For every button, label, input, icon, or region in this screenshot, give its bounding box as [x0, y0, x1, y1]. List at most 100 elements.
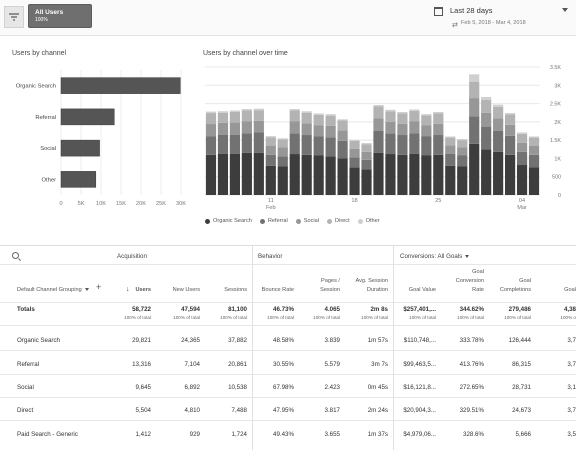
- bar-segment: [505, 114, 516, 125]
- bar-segment: [433, 154, 444, 195]
- y-tick-label: 2K: [554, 120, 561, 126]
- bar-segment: [325, 114, 336, 116]
- column-header[interactable]: Goal Completions: [500, 277, 531, 295]
- date-range-dates: Feb 5, 2018 - Mar 4, 2018: [461, 20, 526, 26]
- users-by-channel-chart: 0 5K 10K 15K 20K 25K 30K Organic Search Referral…: [16, 70, 186, 207]
- date-range-picker[interactable]: Last 28 days ⇄ Feb 5, 2018 - Mar 4, 2018: [432, 5, 570, 31]
- x-tick-label: 5K: [78, 201, 85, 207]
- bar-segment: [528, 145, 540, 155]
- bar-segment: [277, 138, 288, 140]
- bar-segment: [433, 111, 444, 114]
- table-cell: 49.43%: [273, 431, 294, 438]
- column-header[interactable]: Pages / Session: [320, 277, 340, 295]
- bar-segment: [325, 137, 336, 157]
- users-by-channel-title: Users by channel: [12, 50, 67, 57]
- table-cell: $20,904,3...: [403, 407, 436, 414]
- bar-segment: [217, 134, 229, 154]
- table-cell: 1m 37s: [367, 431, 388, 438]
- bar-segment: [241, 109, 252, 111]
- bar-segment: [469, 116, 480, 144]
- column-header[interactable]: New Users: [173, 286, 200, 295]
- bar-segment: [445, 153, 456, 166]
- channel-link[interactable]: Organic Search: [17, 337, 60, 344]
- bar-other: [60, 171, 97, 188]
- legend-label: Direct: [335, 218, 350, 224]
- x-tick-label: 10K: [96, 201, 106, 207]
- conversions-group-header: Conversions: All Goals: [400, 253, 463, 260]
- column-header[interactable]: Sessions: [224, 286, 247, 295]
- totals-percent: 100% of total: [313, 315, 340, 320]
- bar-segment: [265, 137, 276, 146]
- bar-segment: [493, 106, 504, 119]
- top-bar: All Users 100% Last 28 days ⇄ Feb 5, 201…: [0, 0, 576, 36]
- channel-link[interactable]: Direct: [17, 407, 34, 414]
- x-tick-label: 30K: [176, 201, 186, 207]
- bar-segment: [205, 124, 217, 137]
- column-header-text: Completions: [499, 287, 531, 293]
- totals-value: 279,486: [508, 306, 531, 313]
- column-header-text: Duration: [366, 287, 388, 293]
- bar-segment: [469, 74, 480, 82]
- bar-segment: [397, 123, 408, 136]
- column-header[interactable]: Bounce Rate: [262, 286, 294, 295]
- column-header-text: Goal Value: [408, 287, 436, 293]
- y-tick-label: 3K: [554, 83, 561, 89]
- column-header[interactable]: Goal: [564, 286, 576, 295]
- column-header[interactable]: Avg. Session Duration: [355, 277, 388, 295]
- acquisition-group-header: Acquisition: [117, 253, 147, 260]
- column-header[interactable]: Goal Conversion Rate: [456, 268, 484, 295]
- totals-percent: 100% of total: [124, 315, 151, 320]
- table-top-border: [0, 245, 576, 246]
- totals-percent: 100% of total: [504, 315, 531, 320]
- table-cell: 67.98%: [273, 384, 294, 391]
- column-header[interactable]: Goal Value: [409, 286, 436, 295]
- category-label: Social: [40, 146, 56, 152]
- bar-segment: [481, 126, 492, 150]
- table-cell: 47.95%: [273, 407, 294, 414]
- sort-descending-icon[interactable]: ↓: [126, 286, 130, 293]
- legend-label: Referral: [267, 218, 288, 224]
- bar-segment: [433, 135, 444, 155]
- x-tick-label: 11: [268, 198, 274, 204]
- table-cell: 1,412: [135, 431, 151, 438]
- table-cell: 6,892: [184, 384, 200, 391]
- table-cell: 20,861: [228, 361, 247, 368]
- conversions-goal-selector[interactable]: Conversions: All Goals: [400, 253, 470, 260]
- legend-label: Social: [303, 218, 320, 224]
- channel-link[interactable]: Referral: [17, 361, 40, 368]
- add-dimension-button[interactable]: +: [96, 282, 102, 292]
- bar-segment: [205, 113, 217, 125]
- bar-segment: [433, 123, 444, 136]
- bar-segment: [457, 140, 468, 148]
- channel-link[interactable]: Social: [17, 384, 34, 391]
- y-tick-label: 0: [558, 193, 561, 199]
- bar-segment: [373, 106, 384, 119]
- x-tick-label: 20K: [136, 201, 146, 207]
- bar-segment: [241, 152, 252, 195]
- totals-percent: 100% o: [560, 315, 576, 320]
- legend-label: Organic Search: [213, 218, 252, 224]
- bar-segment: [277, 156, 288, 167]
- bar-segment: [253, 132, 264, 153]
- bar-segment: [445, 137, 456, 146]
- bar-segment: [516, 165, 528, 195]
- filter-button[interactable]: [4, 6, 24, 28]
- search-icon[interactable]: [12, 252, 19, 259]
- column-header[interactable]: Users: [135, 286, 151, 295]
- chart-legend: Organic Search Referral Social Direct Other: [205, 218, 380, 224]
- channel-link[interactable]: Paid Search - Generic: [17, 431, 78, 438]
- bar-segment: [205, 111, 217, 114]
- bar-segment: [289, 110, 300, 122]
- bar-segment: [241, 110, 252, 122]
- bar-segment: [397, 113, 408, 124]
- dimension-selector[interactable]: Default Channel Grouping: [17, 287, 89, 293]
- column-header-text: Avg. Session: [355, 278, 388, 284]
- bar-segment: [241, 121, 252, 134]
- bar-segment: [505, 135, 516, 155]
- bar-segment: [313, 113, 324, 115]
- bar-segment: [241, 133, 252, 153]
- column-header-text: New Users: [172, 287, 200, 293]
- segment-chip[interactable]: All Users 100%: [28, 4, 92, 28]
